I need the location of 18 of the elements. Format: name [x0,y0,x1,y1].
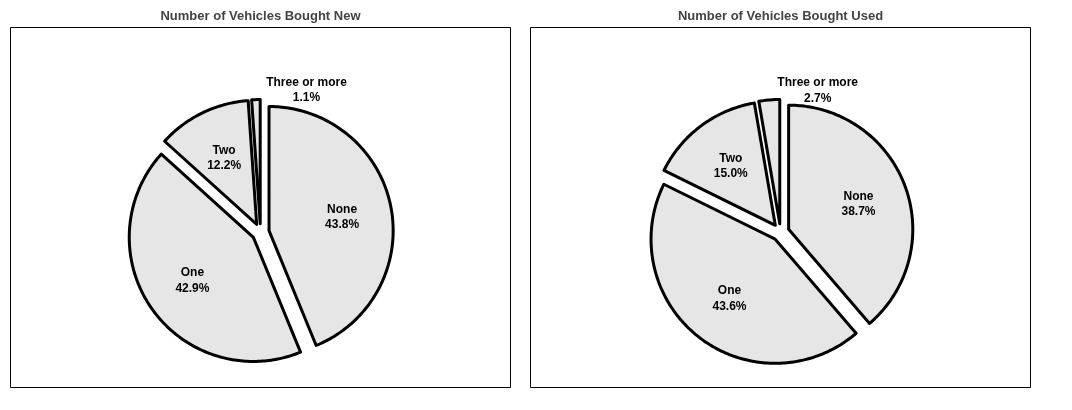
slice-label: Two [212,142,236,157]
data-label: 1.1% [292,90,321,105]
data-label: 2.7% [804,90,832,105]
slice-label: One [180,265,205,280]
data-label: 43.6% [712,298,747,313]
chart-title: Number of Vehicles Bought New [160,7,362,23]
chart-title: Number of Vehicles Bought Used [677,7,884,23]
slice-label: One [717,283,742,298]
slice-label: Three or more [777,75,859,90]
data-label: 12.2% [207,158,242,173]
data-label: 43.8% [325,216,360,231]
data-label: 42.9% [175,280,210,295]
slice-label: Two [719,150,743,165]
data-label: 15.0% [713,166,749,181]
slice-label: None [843,188,874,203]
data-label: 38.7% [841,204,876,219]
slice-label: None [327,201,358,216]
slice-label: Three or more [266,74,348,89]
